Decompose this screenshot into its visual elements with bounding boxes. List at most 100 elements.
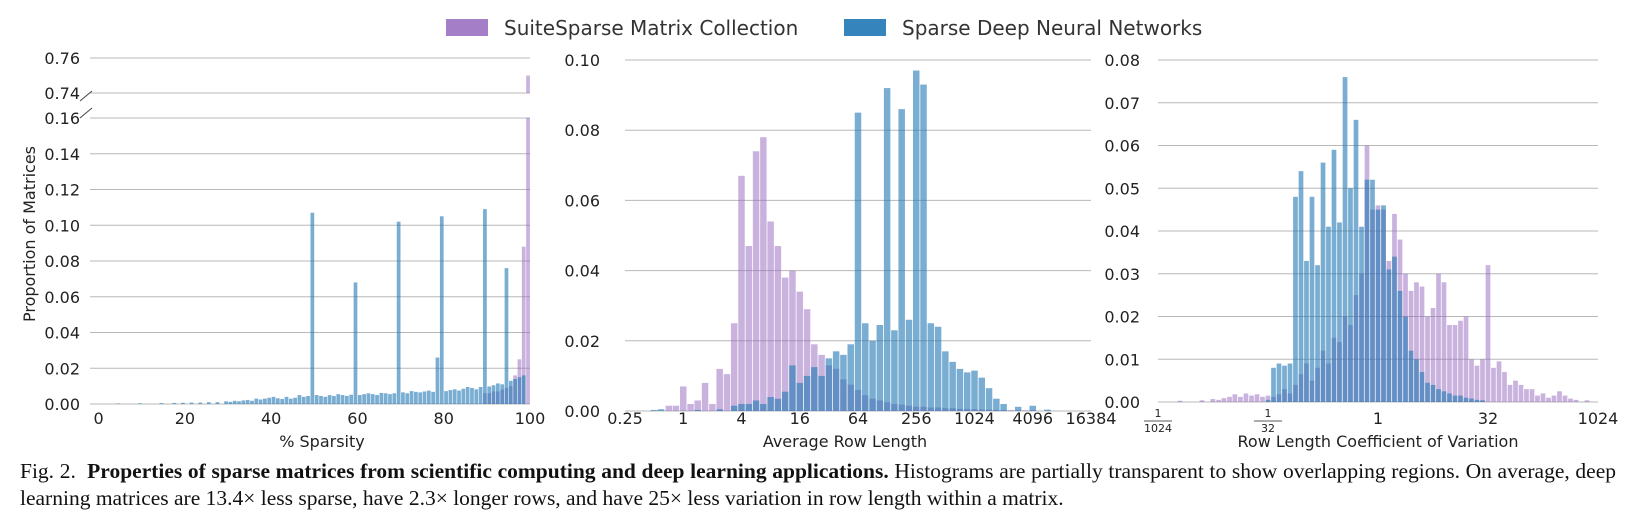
bar bbox=[1414, 359, 1419, 402]
bar bbox=[1441, 282, 1447, 402]
bar bbox=[181, 402, 185, 404]
bar bbox=[745, 246, 753, 411]
bar bbox=[245, 400, 250, 404]
bar bbox=[1441, 391, 1447, 402]
bar bbox=[1524, 389, 1529, 402]
axis-break-mark-lower bbox=[79, 107, 93, 119]
bar bbox=[254, 398, 259, 404]
y-tick-label: 0.76 bbox=[44, 49, 80, 68]
bar bbox=[280, 398, 285, 404]
x-tick-numerator: 1 bbox=[1154, 407, 1161, 420]
y-tick-label: 0.08 bbox=[44, 252, 80, 271]
x-tick-label: 60 bbox=[347, 409, 367, 428]
bar bbox=[435, 357, 440, 404]
bar bbox=[1419, 372, 1425, 402]
bar bbox=[1210, 399, 1216, 402]
y-tick-label: 0.06 bbox=[1104, 137, 1140, 156]
bar bbox=[401, 392, 405, 404]
bar bbox=[694, 400, 701, 411]
y-tick-labels: 0.00 0.02 0.04 0.06 0.08 0.10 bbox=[564, 51, 600, 421]
bar bbox=[811, 367, 818, 411]
bar bbox=[353, 282, 358, 404]
bar bbox=[405, 393, 410, 404]
histogram-bars bbox=[1177, 77, 1590, 402]
bar bbox=[913, 70, 920, 411]
bar bbox=[1469, 359, 1474, 402]
bar bbox=[513, 378, 517, 404]
bar bbox=[1502, 372, 1507, 402]
y-tick-label: 0.74 bbox=[44, 84, 80, 103]
bar bbox=[504, 268, 509, 404]
bar bbox=[1348, 188, 1353, 402]
bar bbox=[461, 388, 466, 404]
bar bbox=[319, 395, 323, 404]
bar bbox=[306, 395, 310, 404]
bar bbox=[301, 396, 306, 404]
bar bbox=[224, 401, 228, 404]
bar bbox=[431, 391, 435, 404]
bar bbox=[862, 323, 869, 411]
bar bbox=[293, 397, 297, 404]
bar bbox=[869, 340, 876, 411]
x-tick-label: 132 bbox=[1253, 407, 1282, 435]
bar bbox=[738, 175, 745, 411]
bar bbox=[716, 409, 723, 411]
bar bbox=[1480, 359, 1485, 402]
bar bbox=[491, 385, 496, 404]
bar bbox=[1331, 149, 1337, 402]
bar bbox=[1320, 162, 1326, 402]
bar bbox=[760, 137, 767, 411]
y-tick-labels: 0.00 0.01 0.02 0.03 0.04 0.05 0.06 0.07 0.08 bbox=[1104, 51, 1140, 412]
bar bbox=[781, 391, 789, 411]
figure-caption: Fig. 2. Properties of sparse matrices fr… bbox=[20, 458, 1616, 512]
bar bbox=[657, 409, 665, 411]
bar bbox=[1551, 395, 1557, 402]
y-tick-label: 0.04 bbox=[44, 324, 80, 343]
bar bbox=[1397, 290, 1403, 402]
x-axis-label: Row Length Coefficient of Variation bbox=[1238, 432, 1519, 451]
bar bbox=[949, 361, 956, 411]
bar bbox=[470, 387, 474, 404]
x-tick-label: 32 bbox=[1478, 409, 1498, 428]
bar bbox=[723, 374, 731, 411]
bar bbox=[1364, 179, 1370, 402]
bar bbox=[927, 323, 935, 411]
y-tick-label: 0.06 bbox=[564, 191, 600, 210]
bar bbox=[1227, 396, 1232, 402]
bar bbox=[1485, 265, 1491, 402]
y-tick-label: 0.00 bbox=[44, 395, 80, 414]
bar bbox=[1282, 365, 1287, 402]
axis-break-mark-upper bbox=[79, 90, 93, 102]
bar bbox=[1000, 403, 1007, 411]
bar bbox=[375, 395, 379, 404]
bar bbox=[1260, 396, 1265, 402]
bar bbox=[1414, 282, 1419, 402]
bar bbox=[314, 395, 319, 404]
bar bbox=[672, 405, 680, 411]
y-tick-label: 0.10 bbox=[564, 51, 600, 70]
bar bbox=[1469, 398, 1474, 402]
bar bbox=[1463, 397, 1469, 402]
histogram-bars bbox=[116, 75, 530, 404]
y-tick-label: 0.02 bbox=[44, 359, 80, 378]
x-tick-label: 1024 bbox=[1578, 409, 1619, 428]
bar bbox=[1304, 260, 1309, 402]
x-tick-label: 1 1024 bbox=[1143, 407, 1172, 435]
bar bbox=[1221, 398, 1227, 402]
bar bbox=[1584, 400, 1590, 402]
bar bbox=[1430, 307, 1436, 402]
bar bbox=[336, 394, 341, 404]
y-tick-label: 0.07 bbox=[1104, 94, 1140, 113]
bar bbox=[1452, 395, 1458, 402]
bar bbox=[993, 398, 1000, 411]
bar bbox=[745, 403, 753, 411]
bar bbox=[1474, 399, 1480, 402]
bar bbox=[803, 309, 811, 411]
x-tick-labels: 0 20 40 60 80 100 bbox=[94, 409, 546, 428]
bar bbox=[767, 221, 774, 411]
bar bbox=[832, 351, 840, 411]
bar bbox=[452, 389, 457, 404]
bar bbox=[1419, 286, 1425, 402]
bar bbox=[275, 398, 280, 404]
bar bbox=[701, 382, 709, 411]
